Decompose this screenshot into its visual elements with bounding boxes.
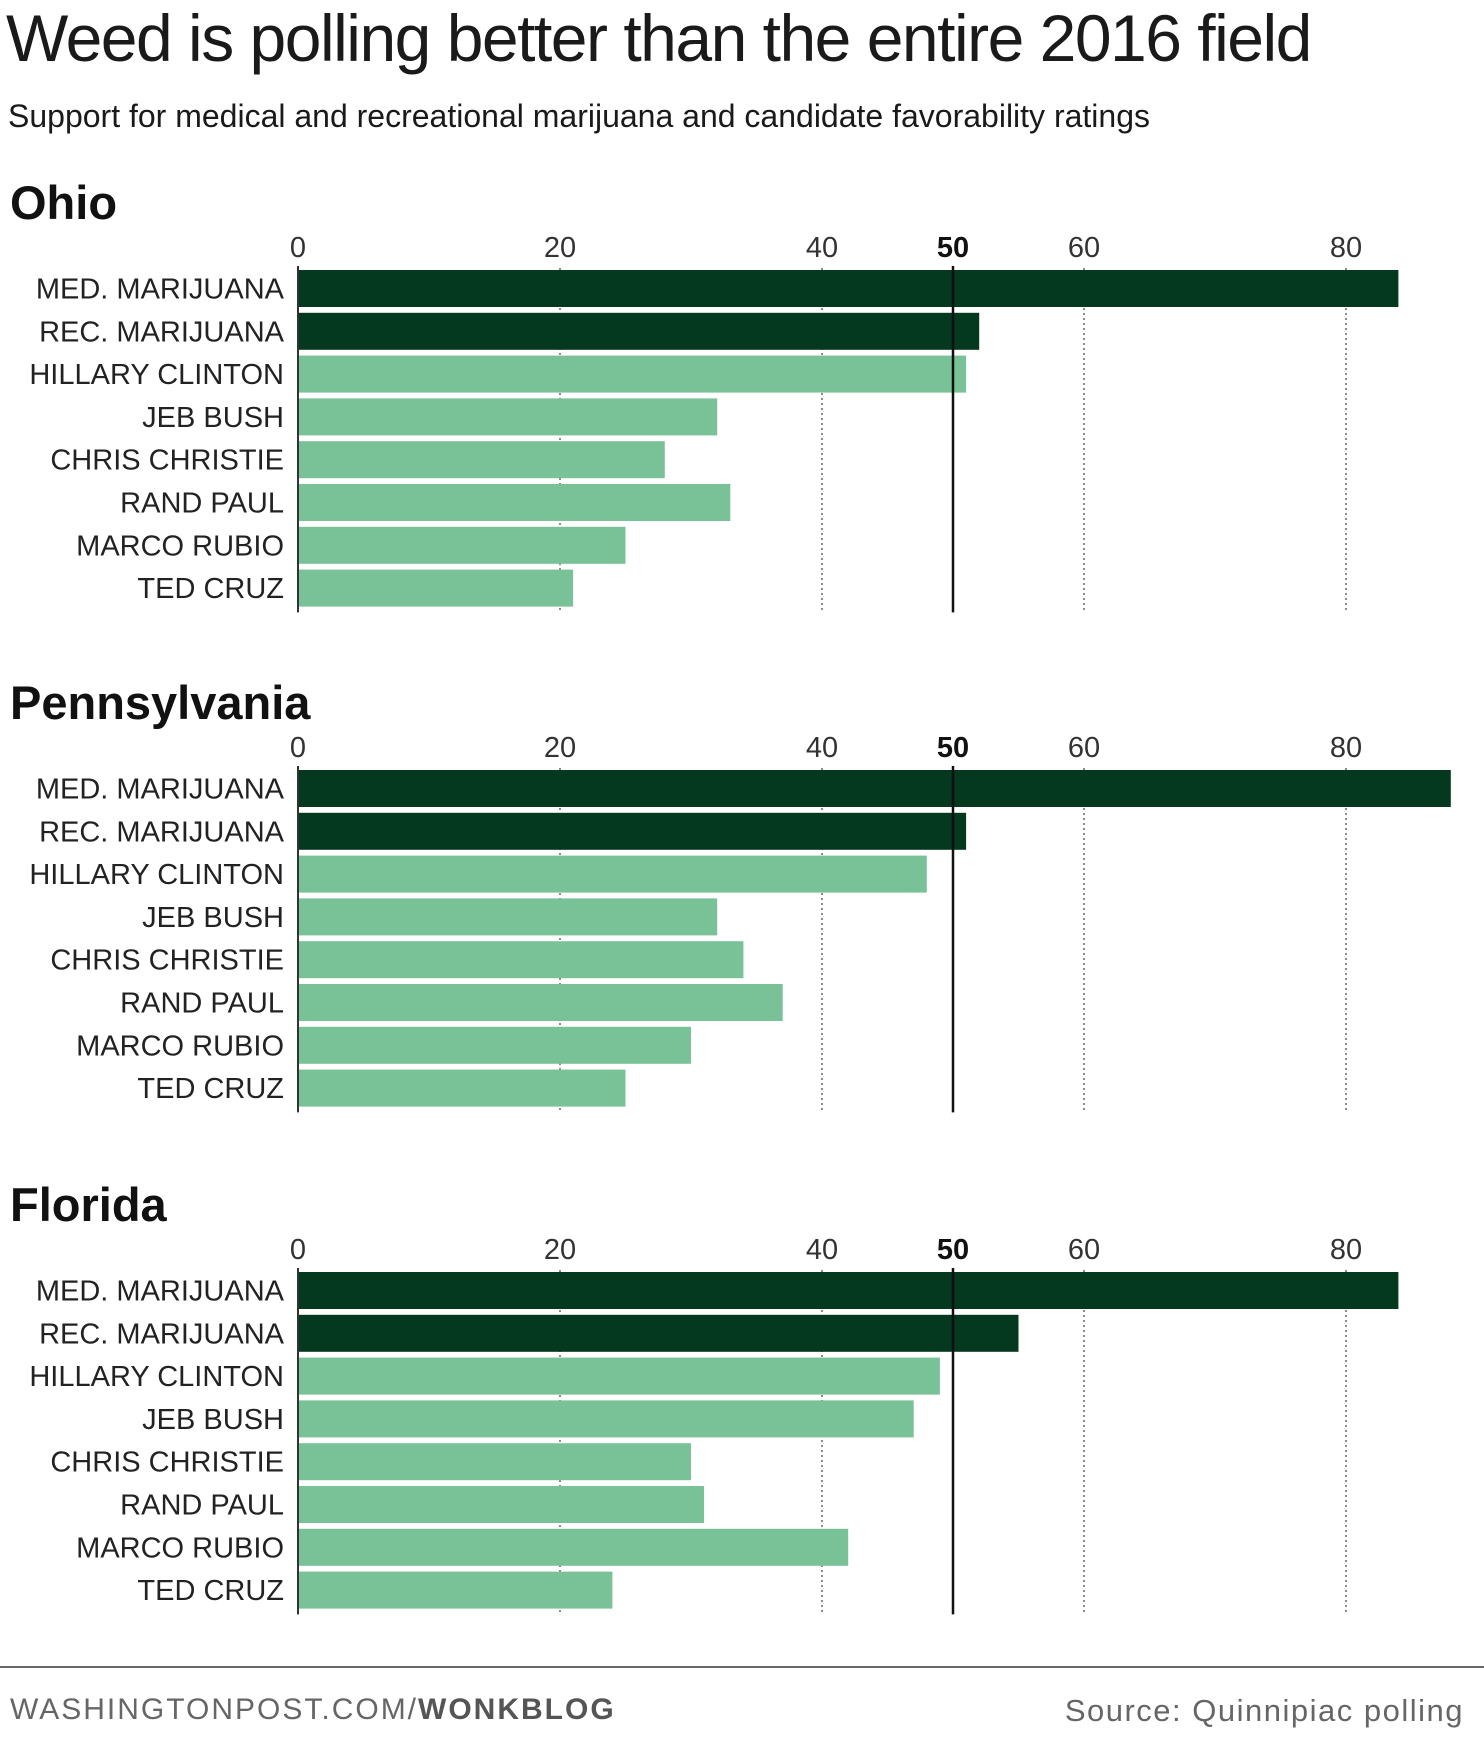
chart-panel-ohio: Ohio 0 20 40 50 60 80 MED. MARIJUANA REC. MARIJU… xyxy=(10,176,1399,613)
tick-label-20: 20 xyxy=(544,232,576,264)
bar-jeb-bush xyxy=(298,398,718,436)
bar-ted-cruz xyxy=(298,1571,613,1609)
category-label: HILLARY CLINTON xyxy=(29,859,284,891)
tick-label-80: 80 xyxy=(1330,232,1362,264)
tick-label-50: 50 xyxy=(937,232,969,264)
bar-rand-paul xyxy=(298,1486,705,1523)
tick-label-80: 80 xyxy=(1330,1234,1362,1266)
category-label: JEB BUSH xyxy=(142,1404,284,1436)
category-label: MARCO RUBIO xyxy=(76,1030,284,1062)
category-label: MARCO RUBIO xyxy=(76,1532,284,1564)
tick-label-0: 0 xyxy=(290,232,306,264)
tick-label-50: 50 xyxy=(937,1234,969,1266)
tick-label-20: 20 xyxy=(544,1234,576,1266)
tick-label-60: 60 xyxy=(1068,232,1100,264)
bar-rec-marijuana xyxy=(298,812,967,850)
category-label: HILLARY CLINTON xyxy=(29,1361,284,1393)
category-label: MED. MARIJUANA xyxy=(36,774,285,806)
tick-label-0: 0 xyxy=(290,732,306,764)
footer-brand: WONKBLOG xyxy=(418,1693,616,1726)
bar-rec-marijuana xyxy=(298,312,980,350)
panel-title: Florida xyxy=(10,1178,168,1231)
category-label: REC. MARIJUANA xyxy=(39,316,285,348)
category-label: TED CRUZ xyxy=(137,1073,284,1105)
footer-credit: WASHINGTONPOST.COM/WONKBLOG xyxy=(10,1693,616,1727)
tick-label-60: 60 xyxy=(1068,732,1100,764)
bar-rand-paul xyxy=(298,984,783,1021)
chart-title: Weed is polling better than the entire 2… xyxy=(6,1,1312,75)
bar-chris-christie xyxy=(298,441,665,479)
category-label: MED. MARIJUANA xyxy=(36,274,285,306)
bar-med-marijuana xyxy=(298,1272,1399,1309)
bar-marco-rubio xyxy=(298,526,626,564)
category-label: MARCO RUBIO xyxy=(76,530,284,562)
tick-label-40: 40 xyxy=(806,1234,838,1266)
category-label: JEB BUSH xyxy=(142,402,284,434)
category-label: TED CRUZ xyxy=(137,1575,284,1607)
category-label: CHRIS CHRISTIE xyxy=(50,445,284,477)
category-label: RAND PAUL xyxy=(120,1490,284,1522)
tick-label-0: 0 xyxy=(290,1234,306,1266)
category-label: RAND PAUL xyxy=(120,488,284,520)
bar-med-marijuana xyxy=(298,770,1451,807)
footer-source: Source: Quinnipiac polling xyxy=(1064,1693,1464,1728)
category-label: HILLARY CLINTON xyxy=(29,359,284,391)
bar-ted-cruz xyxy=(298,569,574,607)
category-label: RAND PAUL xyxy=(120,988,284,1020)
category-label: TED CRUZ xyxy=(137,573,284,605)
chart-panel-florida: Florida 0 20 40 50 60 80 MED. MARIJUANA REC. MAR… xyxy=(10,1178,1399,1615)
tick-label-60: 60 xyxy=(1068,1234,1100,1266)
tick-label-20: 20 xyxy=(544,732,576,764)
panel-title: Ohio xyxy=(10,176,117,229)
bar-marco-rubio xyxy=(298,1528,849,1566)
footer-site: WASHINGTONPOST.COM/ xyxy=(10,1693,419,1726)
footer-divider xyxy=(0,1666,1484,1668)
bar-rand-paul xyxy=(298,484,731,521)
bar-jeb-bush xyxy=(298,1400,914,1438)
bar-jeb-bush xyxy=(298,898,718,936)
category-label: JEB BUSH xyxy=(142,902,284,934)
panel-title: Pennsylvania xyxy=(10,676,311,729)
bar-rec-marijuana xyxy=(298,1314,1019,1352)
charts-canvas: Ohio 0 20 40 50 60 80 MED. MARIJUANA REC. MARIJU… xyxy=(10,176,1451,1615)
category-label: REC. MARIJUANA xyxy=(39,1318,285,1350)
tick-label-40: 40 xyxy=(806,232,838,264)
bar-marco-rubio xyxy=(298,1026,691,1064)
bar-hillary-clinton xyxy=(298,855,927,893)
category-label: MED. MARIJUANA xyxy=(36,1276,285,1308)
bar-med-marijuana xyxy=(298,270,1399,307)
chart-subtitle: Support for medical and recreational mar… xyxy=(8,98,1150,134)
tick-label-50: 50 xyxy=(937,732,969,764)
category-label: REC. MARIJUANA xyxy=(39,816,285,848)
tick-label-80: 80 xyxy=(1330,732,1362,764)
bar-ted-cruz xyxy=(298,1069,626,1107)
bar-hillary-clinton xyxy=(298,355,967,393)
bar-chris-christie xyxy=(298,1443,691,1481)
bar-chris-christie xyxy=(298,941,744,979)
category-label: CHRIS CHRISTIE xyxy=(50,945,284,977)
category-label: CHRIS CHRISTIE xyxy=(50,1447,284,1479)
bar-hillary-clinton xyxy=(298,1357,940,1395)
tick-label-40: 40 xyxy=(806,732,838,764)
